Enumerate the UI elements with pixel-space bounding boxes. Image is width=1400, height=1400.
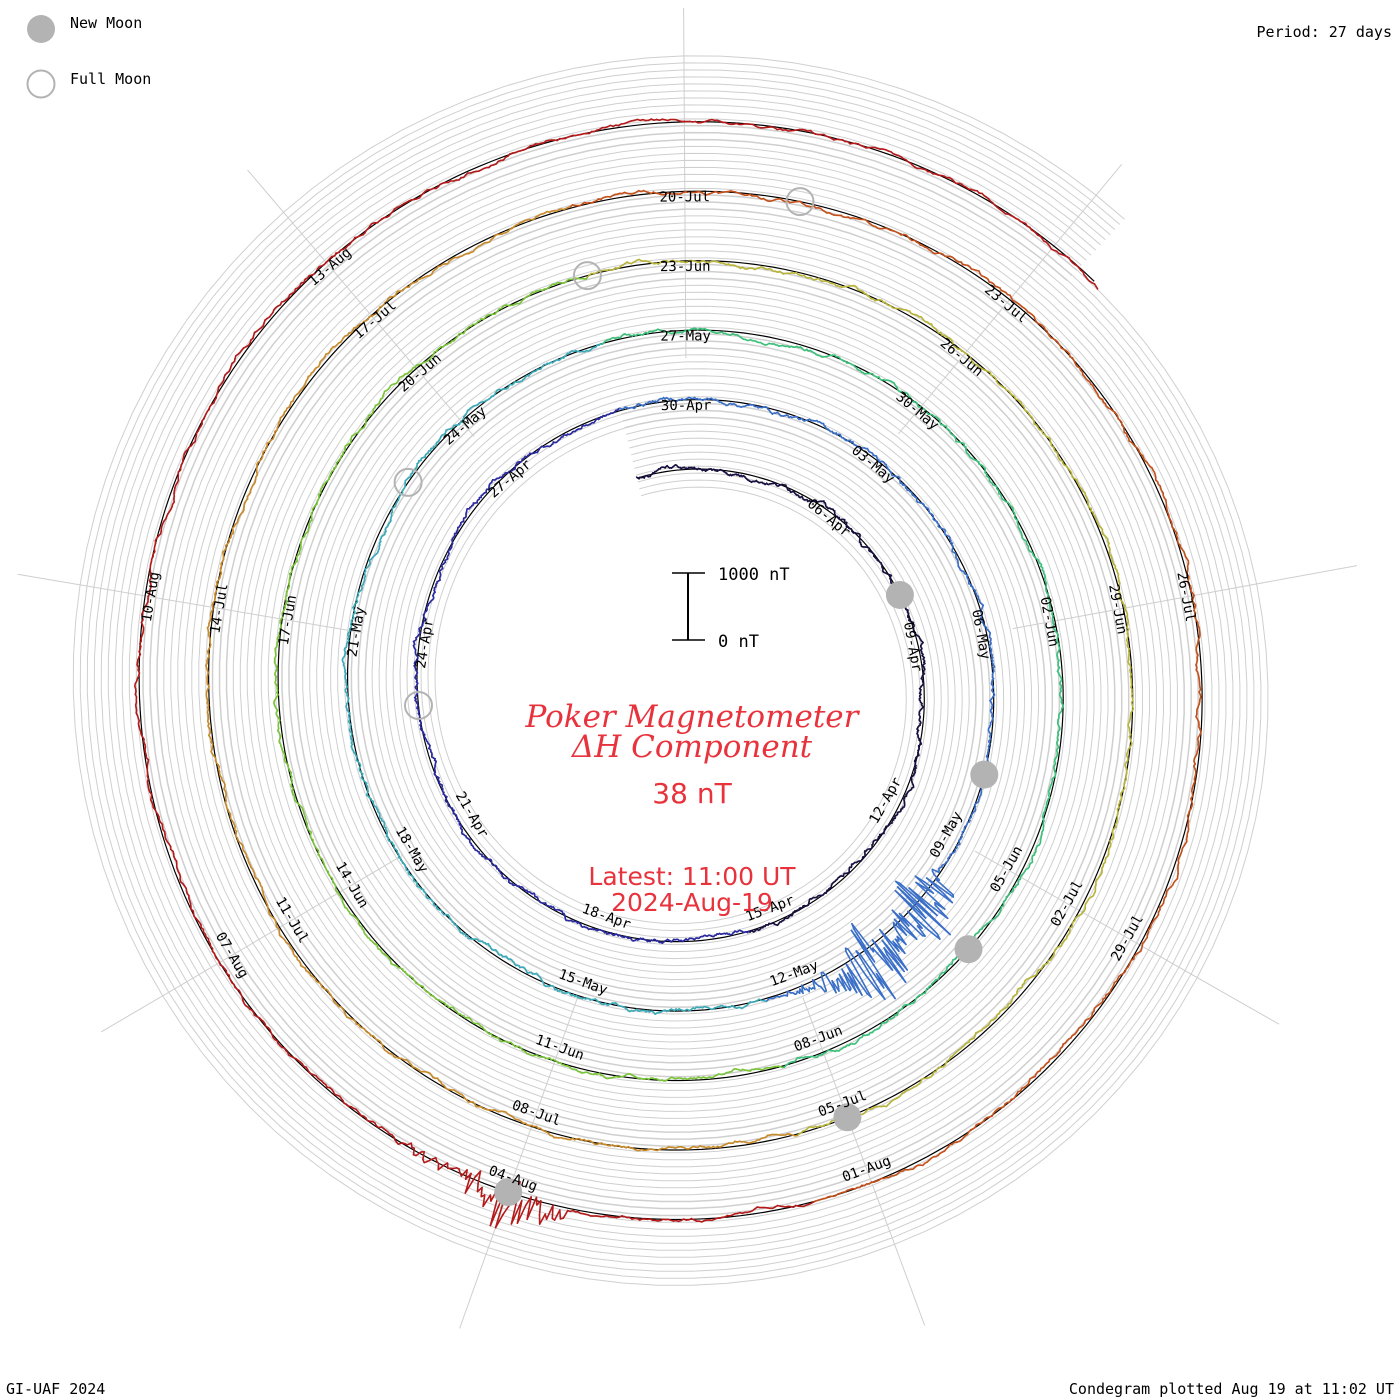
data-segment bbox=[871, 947, 883, 960]
grid-ring bbox=[149, 132, 1192, 1209]
data-segment bbox=[932, 907, 949, 920]
data-segment bbox=[896, 886, 951, 936]
grid-ring bbox=[121, 104, 1220, 1237]
grid-ring bbox=[79, 62, 1262, 1279]
data-segment bbox=[892, 921, 908, 936]
data-segment bbox=[875, 988, 886, 1001]
data-segment bbox=[894, 889, 939, 935]
data-segment bbox=[855, 950, 886, 1001]
data-segment bbox=[935, 878, 954, 896]
data-segment bbox=[931, 868, 940, 874]
data-segment bbox=[811, 978, 816, 990]
data-segment bbox=[883, 947, 905, 973]
data-segment bbox=[925, 877, 945, 895]
data-segment bbox=[896, 935, 907, 946]
grid-ring bbox=[156, 139, 1185, 1202]
data-segment bbox=[906, 910, 923, 930]
day-spoke bbox=[459, 998, 578, 1329]
data-segment bbox=[859, 953, 885, 989]
data-segment bbox=[896, 886, 920, 910]
data-segment bbox=[899, 882, 938, 917]
data-segment bbox=[851, 922, 875, 953]
grid-ring bbox=[142, 125, 1199, 1216]
grid-ring bbox=[107, 90, 1234, 1251]
grid-ring bbox=[93, 76, 1248, 1265]
data-segment bbox=[871, 939, 894, 971]
data-segment bbox=[820, 971, 823, 979]
day-spoke bbox=[898, 163, 1123, 435]
data-segment bbox=[841, 968, 852, 990]
data-segment bbox=[847, 948, 867, 976]
data-segment bbox=[836, 978, 840, 987]
data-segment bbox=[891, 909, 918, 941]
grid-ring bbox=[135, 118, 1206, 1223]
data-segment bbox=[883, 947, 888, 956]
day-spoke bbox=[17, 573, 363, 634]
grid-ring bbox=[100, 83, 1241, 1258]
data-segment bbox=[855, 977, 868, 995]
data-segment bbox=[922, 886, 935, 895]
data-segment bbox=[850, 929, 896, 1000]
data-segment bbox=[845, 950, 873, 999]
data-segment bbox=[837, 977, 847, 992]
data-segment bbox=[864, 974, 878, 990]
data-segment bbox=[927, 929, 941, 940]
data-segment bbox=[898, 912, 924, 937]
data-segment bbox=[934, 901, 946, 911]
data-segment bbox=[825, 974, 837, 994]
data-segment bbox=[916, 925, 926, 937]
day-spoke bbox=[683, 7, 687, 359]
data-segment bbox=[906, 930, 918, 941]
data-segment bbox=[878, 928, 897, 954]
day-spokes bbox=[17, 7, 1357, 1329]
grid-ring bbox=[86, 69, 1255, 1272]
data-segment bbox=[893, 924, 898, 932]
grid-rings bbox=[72, 55, 1269, 1286]
data-segment bbox=[923, 881, 954, 904]
day-spoke bbox=[974, 850, 1280, 1025]
data-spiral bbox=[134, 118, 1202, 1229]
day-spoke bbox=[1012, 565, 1357, 630]
day-spoke bbox=[247, 169, 475, 437]
data-segment bbox=[866, 992, 873, 999]
grid-ring bbox=[114, 97, 1227, 1244]
day-spoke bbox=[101, 854, 404, 1033]
grid-ring bbox=[72, 55, 1269, 1286]
grid-ring bbox=[128, 111, 1213, 1230]
data-segment bbox=[819, 985, 826, 993]
data-segment bbox=[851, 922, 855, 931]
data-segment bbox=[932, 873, 941, 882]
data-segment bbox=[881, 957, 894, 971]
data-segment bbox=[915, 881, 946, 911]
data-segment bbox=[821, 977, 828, 992]
data-segment bbox=[875, 972, 896, 1000]
